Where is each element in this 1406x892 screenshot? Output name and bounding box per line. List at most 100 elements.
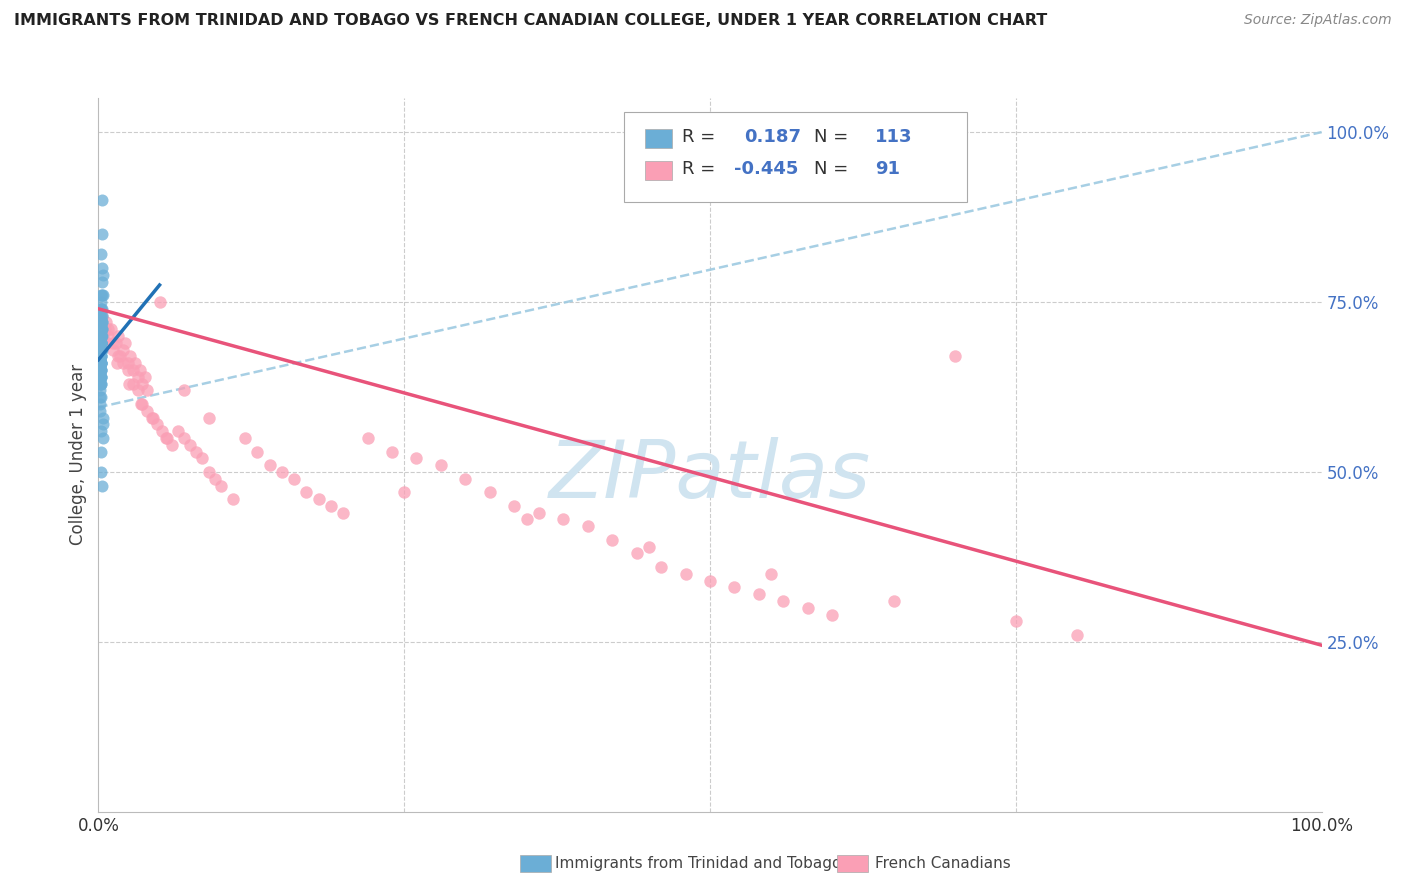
Point xyxy=(197,410,219,425)
Text: -0.445: -0.445 xyxy=(734,161,799,178)
Point xyxy=(89,329,111,343)
Point xyxy=(90,329,112,343)
Point xyxy=(90,335,112,350)
Point xyxy=(91,275,114,289)
Point xyxy=(91,315,114,329)
Point xyxy=(89,356,111,370)
Point xyxy=(204,472,226,486)
Point xyxy=(89,343,111,357)
Point xyxy=(89,309,111,323)
Point xyxy=(478,485,501,500)
Point xyxy=(90,335,112,350)
Point xyxy=(173,431,195,445)
Point xyxy=(89,343,111,357)
Point xyxy=(89,363,111,377)
Point xyxy=(90,315,112,329)
Point xyxy=(89,350,111,364)
Point xyxy=(503,499,526,513)
Point xyxy=(91,227,114,241)
Point xyxy=(107,329,129,343)
Point xyxy=(90,343,112,357)
Point xyxy=(761,566,783,581)
Point xyxy=(699,574,721,588)
Point xyxy=(90,343,112,357)
Point xyxy=(191,451,214,466)
Point xyxy=(91,322,114,336)
Text: N =: N = xyxy=(814,161,853,178)
Point xyxy=(90,315,112,329)
Point xyxy=(131,397,153,411)
Point xyxy=(127,369,149,384)
Point xyxy=(141,410,163,425)
Point xyxy=(90,329,112,343)
Point xyxy=(90,288,112,302)
Point xyxy=(136,403,159,417)
Point xyxy=(90,335,112,350)
Point xyxy=(89,363,111,377)
Point xyxy=(259,458,281,472)
Point xyxy=(89,384,111,398)
Point xyxy=(91,431,114,445)
Point xyxy=(136,384,159,398)
Point xyxy=(89,315,111,329)
Point xyxy=(90,322,112,336)
Point xyxy=(142,410,165,425)
Point xyxy=(90,369,112,384)
Point xyxy=(117,356,139,370)
FancyBboxPatch shape xyxy=(624,112,967,202)
Point xyxy=(90,335,112,350)
Point xyxy=(156,431,179,445)
Point xyxy=(748,587,770,601)
Point xyxy=(91,309,114,323)
Point xyxy=(90,309,112,323)
Point xyxy=(90,315,112,329)
Point xyxy=(110,350,132,364)
Point xyxy=(89,329,111,343)
Point xyxy=(111,356,134,370)
Point xyxy=(91,478,114,492)
Point xyxy=(90,335,112,350)
Point xyxy=(90,335,112,350)
Point xyxy=(118,376,141,391)
Point xyxy=(89,322,111,336)
Point xyxy=(90,335,112,350)
Text: Source: ZipAtlas.com: Source: ZipAtlas.com xyxy=(1244,13,1392,28)
Point xyxy=(233,431,256,445)
Point xyxy=(356,431,378,445)
Text: R =: R = xyxy=(682,161,721,178)
Point xyxy=(650,560,672,574)
Point xyxy=(600,533,623,547)
Point xyxy=(90,363,112,377)
Point xyxy=(246,444,269,458)
Point xyxy=(104,335,127,350)
Point xyxy=(89,322,111,336)
Point xyxy=(91,417,114,432)
Point xyxy=(89,322,111,336)
Point xyxy=(91,268,114,282)
Point xyxy=(90,356,112,370)
Point xyxy=(283,472,305,486)
Point xyxy=(89,369,111,384)
Point xyxy=(90,329,112,343)
Point xyxy=(90,329,112,343)
Text: Immigrants from Trinidad and Tobago: Immigrants from Trinidad and Tobago xyxy=(555,856,842,871)
Point xyxy=(91,315,114,329)
Point xyxy=(1066,628,1088,642)
Point xyxy=(90,465,112,479)
Text: R =: R = xyxy=(682,128,721,146)
Point xyxy=(90,247,112,261)
Point xyxy=(90,424,112,438)
Point xyxy=(89,363,111,377)
Text: French Canadians: French Canadians xyxy=(875,856,1011,871)
Point xyxy=(295,485,318,500)
Text: 91: 91 xyxy=(875,161,900,178)
Point xyxy=(91,343,114,357)
Point xyxy=(90,343,112,357)
Point xyxy=(89,335,111,350)
Point xyxy=(90,329,112,343)
Point xyxy=(89,329,111,343)
Point xyxy=(90,369,112,384)
Point xyxy=(90,322,112,336)
Point xyxy=(155,431,177,445)
Point xyxy=(90,335,112,350)
